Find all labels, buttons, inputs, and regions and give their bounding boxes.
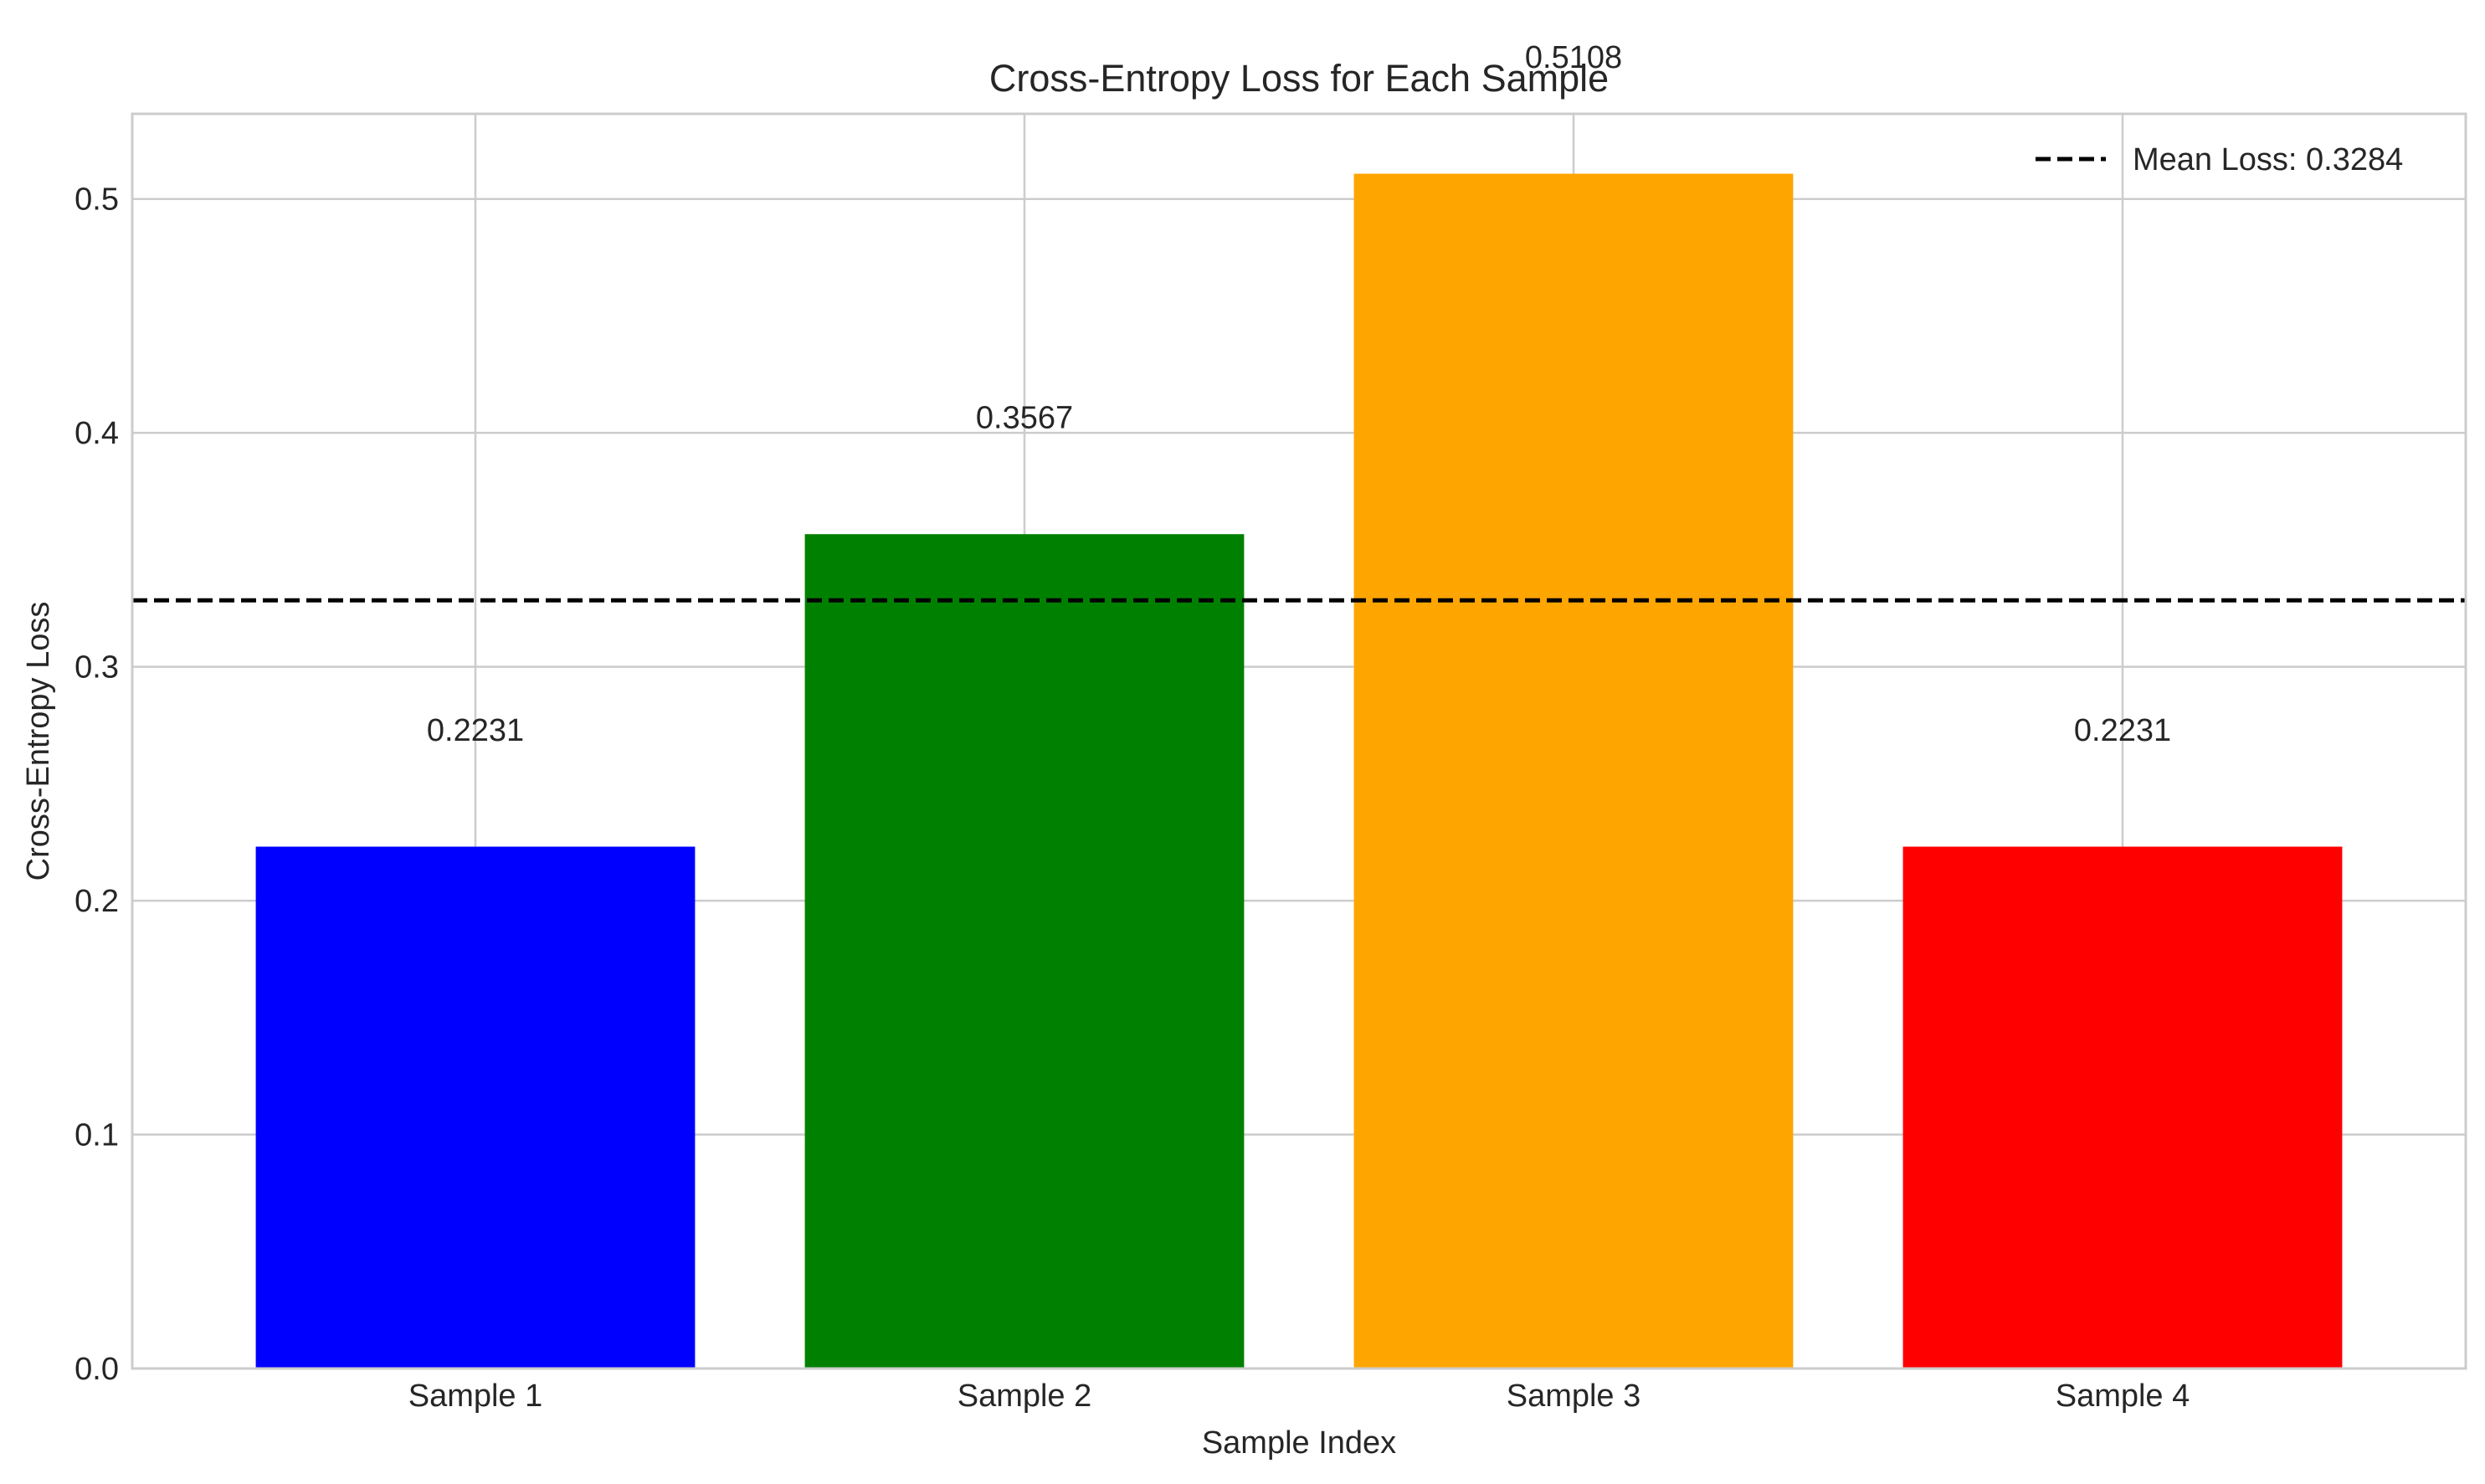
y-tick-label: 0.5 <box>74 182 119 218</box>
x-tick-label: Sample 3 <box>1507 1379 1641 1414</box>
value-labels: 0.2231 0.3567 0.5108 0.2231 <box>427 40 2171 748</box>
bar-value-label: 0.2231 <box>427 713 524 748</box>
bar-value-label: 0.5108 <box>1525 40 1622 75</box>
ticks: 0.0 0.1 0.2 0.3 0.4 0.5 Sample 1 Sample 2 Sample… <box>74 182 2190 1414</box>
y-tick-label: 0.3 <box>74 650 119 686</box>
bar <box>1902 846 2343 1368</box>
y-tick-label: 0.4 <box>74 416 119 451</box>
chart-title: Cross-Entropy Loss for Each Sample <box>989 57 1609 100</box>
bar <box>804 534 1245 1368</box>
y-tick-label: 0.0 <box>74 1352 119 1387</box>
bar <box>1353 173 1794 1368</box>
legend: Mean Loss: 0.3284 <box>2036 142 2403 177</box>
x-axis-label: Sample Index <box>1202 1425 1396 1461</box>
y-axis-label: Cross-Entropy Loss <box>21 602 56 881</box>
bar <box>255 846 696 1368</box>
y-tick-label: 0.2 <box>74 884 119 919</box>
plot-frame <box>131 112 2467 1370</box>
bar-value-label: 0.3567 <box>976 400 1073 435</box>
bar-value-label: 0.2231 <box>2074 713 2171 748</box>
x-tick-label: Sample 2 <box>958 1379 1092 1414</box>
x-tick-label: Sample 1 <box>408 1379 543 1414</box>
bars <box>255 173 2343 1368</box>
legend-label-mean-loss: Mean Loss: 0.3284 <box>2133 142 2403 177</box>
y-tick-label: 0.1 <box>74 1118 119 1153</box>
x-tick-label: Sample 4 <box>2056 1379 2190 1414</box>
